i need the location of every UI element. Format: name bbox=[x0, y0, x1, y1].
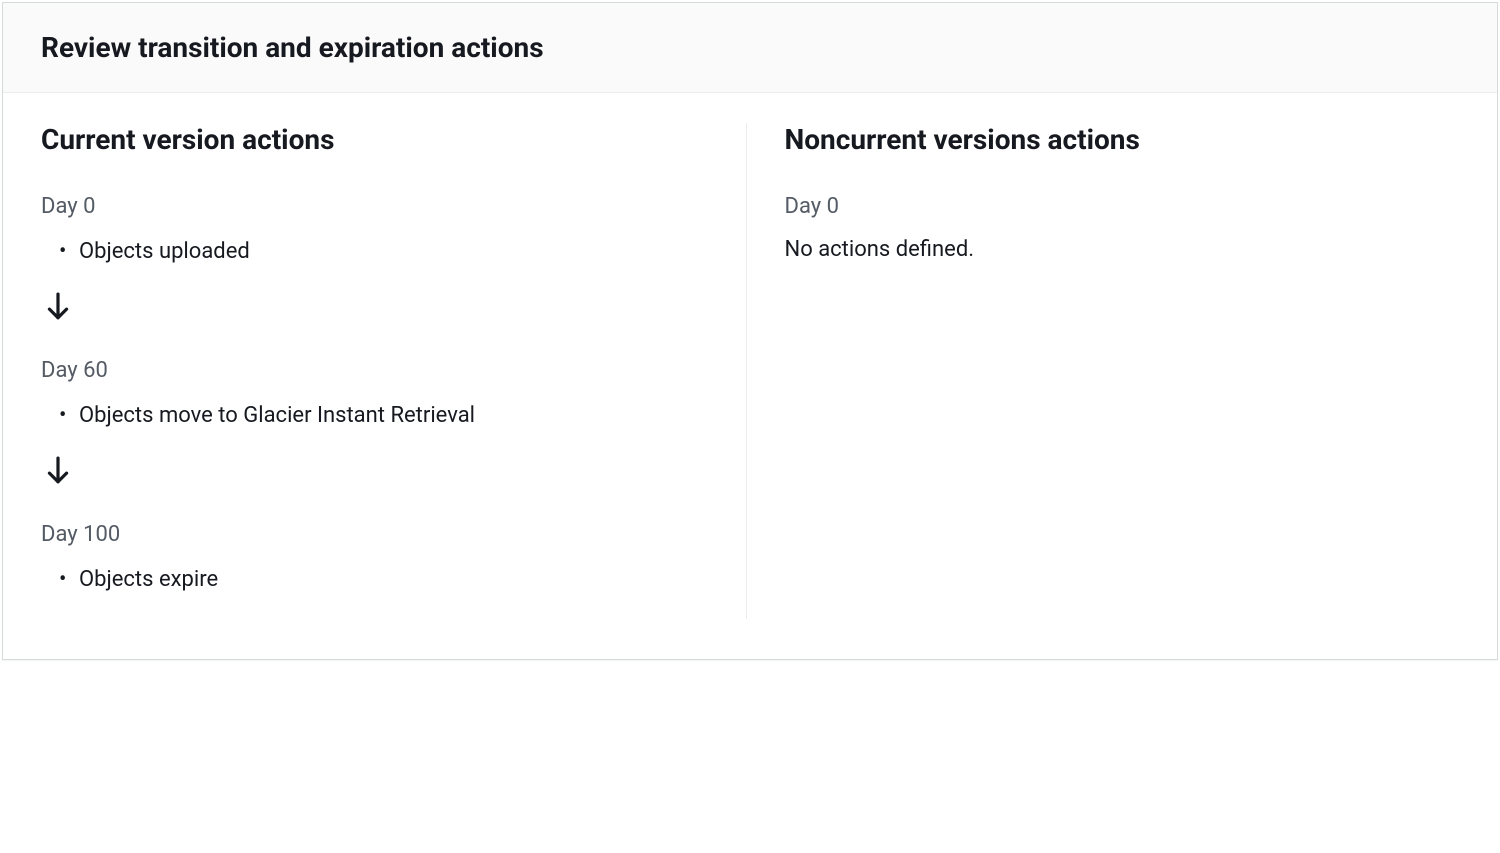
day-label: Day 60 bbox=[41, 358, 716, 383]
panel-header: Review transition and expiration actions bbox=[3, 3, 1497, 93]
action-item: Objects expire bbox=[41, 565, 716, 596]
noncurrent-version-column: Noncurrent versions actions Day 0 No act… bbox=[747, 123, 1460, 619]
action-item: Objects uploaded bbox=[41, 237, 716, 268]
action-list: Objects uploaded bbox=[41, 237, 716, 268]
day-label: Day 0 bbox=[785, 194, 1460, 219]
action-list: Objects expire bbox=[41, 565, 716, 596]
timeline-step: Day 60 Objects move to Glacier Instant R… bbox=[41, 358, 716, 432]
panel-title: Review transition and expiration actions bbox=[41, 31, 1459, 64]
no-actions-text: No actions defined. bbox=[785, 237, 1460, 262]
panel-body: Current version actions Day 0 Objects up… bbox=[3, 93, 1497, 659]
action-list: Objects move to Glacier Instant Retrieva… bbox=[41, 401, 716, 432]
current-version-column: Current version actions Day 0 Objects up… bbox=[41, 123, 747, 619]
day-label: Day 0 bbox=[41, 194, 716, 219]
review-panel: Review transition and expiration actions… bbox=[2, 2, 1498, 660]
noncurrent-version-heading: Noncurrent versions actions bbox=[785, 123, 1460, 156]
arrow-down-icon bbox=[45, 292, 716, 322]
arrow-down-icon bbox=[45, 456, 716, 486]
action-item: Objects move to Glacier Instant Retrieva… bbox=[41, 401, 716, 432]
timeline-step: Day 0 No actions defined. bbox=[785, 194, 1460, 262]
timeline-step: Day 0 Objects uploaded bbox=[41, 194, 716, 268]
timeline-step: Day 100 Objects expire bbox=[41, 522, 716, 596]
current-version-heading: Current version actions bbox=[41, 123, 716, 156]
day-label: Day 100 bbox=[41, 522, 716, 547]
